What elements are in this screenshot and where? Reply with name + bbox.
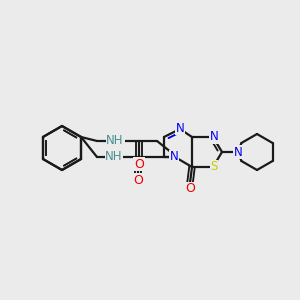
Text: N: N (234, 146, 242, 158)
Text: N: N (210, 130, 218, 143)
Text: N: N (169, 151, 178, 164)
Text: N: N (176, 122, 184, 134)
Text: O: O (134, 158, 144, 170)
Text: O: O (133, 173, 143, 187)
Text: S: S (210, 160, 218, 173)
Text: NH: NH (106, 134, 124, 148)
Text: NH: NH (105, 151, 123, 164)
Text: O: O (185, 182, 195, 196)
